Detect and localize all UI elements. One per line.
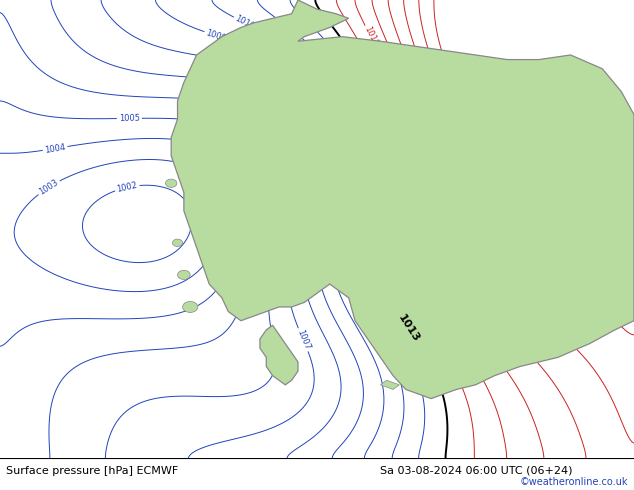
Polygon shape bbox=[260, 325, 298, 385]
Text: 1011: 1011 bbox=[368, 323, 387, 345]
Text: 1005: 1005 bbox=[119, 114, 140, 123]
Text: 1003: 1003 bbox=[37, 178, 60, 197]
Polygon shape bbox=[171, 0, 634, 398]
Text: ©weatheronline.co.uk: ©weatheronline.co.uk bbox=[519, 477, 628, 488]
Circle shape bbox=[178, 270, 190, 279]
Text: Sa 03-08-2024 06:00 UTC (06+24): Sa 03-08-2024 06:00 UTC (06+24) bbox=[380, 466, 573, 476]
Text: 1008: 1008 bbox=[302, 173, 314, 195]
Circle shape bbox=[183, 301, 198, 313]
Text: 1010: 1010 bbox=[233, 14, 256, 32]
Text: 1018: 1018 bbox=[457, 186, 471, 209]
Text: 1009: 1009 bbox=[205, 28, 228, 43]
Text: 1004: 1004 bbox=[44, 143, 66, 154]
Text: 1002: 1002 bbox=[116, 181, 138, 194]
Text: 1017: 1017 bbox=[401, 54, 417, 77]
Text: 1014: 1014 bbox=[418, 318, 437, 341]
Text: 1015: 1015 bbox=[362, 25, 379, 48]
Text: 1019: 1019 bbox=[564, 279, 586, 298]
Circle shape bbox=[165, 179, 177, 187]
Text: 1006: 1006 bbox=[267, 233, 278, 255]
Circle shape bbox=[172, 239, 183, 246]
Text: 1020: 1020 bbox=[589, 241, 611, 258]
Text: Surface pressure [hPa] ECMWF: Surface pressure [hPa] ECMWF bbox=[6, 466, 179, 476]
Text: 1007: 1007 bbox=[295, 328, 311, 351]
Text: 1012: 1012 bbox=[358, 170, 370, 192]
Text: 1016: 1016 bbox=[418, 193, 428, 215]
Polygon shape bbox=[380, 380, 399, 390]
Text: 1013: 1013 bbox=[396, 312, 421, 343]
